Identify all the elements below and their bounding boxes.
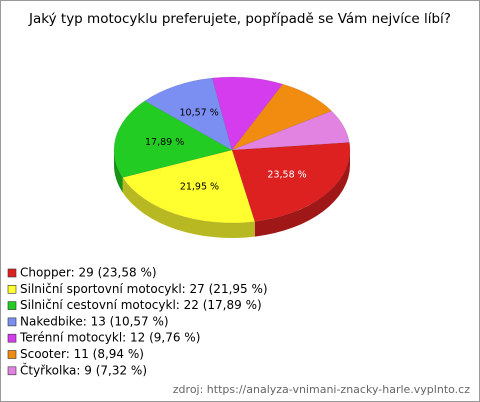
slice [231, 83, 333, 151]
legend-swatch [7, 268, 17, 278]
slice-side [254, 150, 350, 237]
slice [231, 110, 350, 151]
data-label: 17,89 % [145, 137, 184, 148]
data-label: 23,58 % [267, 170, 306, 181]
legend-label: Čtyřkolka: 9 (7,32 %) [20, 362, 147, 377]
slice-side-shade [254, 150, 350, 237]
slice-side [114, 150, 123, 193]
slice-side-shade [122, 177, 255, 238]
legend-label: Scooter: 11 (8,94 %) [20, 347, 144, 361]
legend-swatch [7, 284, 17, 294]
slice-side-shade [114, 150, 123, 193]
legend-swatch [7, 333, 17, 343]
legend-swatch [7, 350, 17, 359]
legend-label: Silniční cestovní motocykl: 22 (17,89 %) [20, 298, 262, 312]
data-label: 10,57 % [180, 107, 219, 118]
legend-label: Terénní motocykl: 12 (9,76 %) [19, 331, 200, 345]
legend-label: Chopper: 29 (23,58 %) [20, 266, 157, 280]
legend-label: Nakedbike: 13 (10,57 %) [20, 314, 169, 328]
legend-swatch [7, 317, 17, 327]
legend-label: Silniční sportovní motocykl: 27 (21,95 %… [20, 282, 268, 296]
slice [113, 100, 233, 178]
slice [144, 77, 233, 151]
data-label: 21,95 % [180, 182, 219, 193]
slice [231, 142, 351, 222]
legend-swatch [7, 301, 17, 310]
source: zdroj: https://analyza-vnimani-znacky-ha… [173, 383, 470, 396]
slice [211, 76, 284, 151]
legend-swatch [7, 366, 17, 376]
slice [122, 149, 256, 224]
chart-title: Jaký typ motocyklu preferujete, popřípad… [28, 11, 451, 27]
slice-side [122, 177, 255, 238]
